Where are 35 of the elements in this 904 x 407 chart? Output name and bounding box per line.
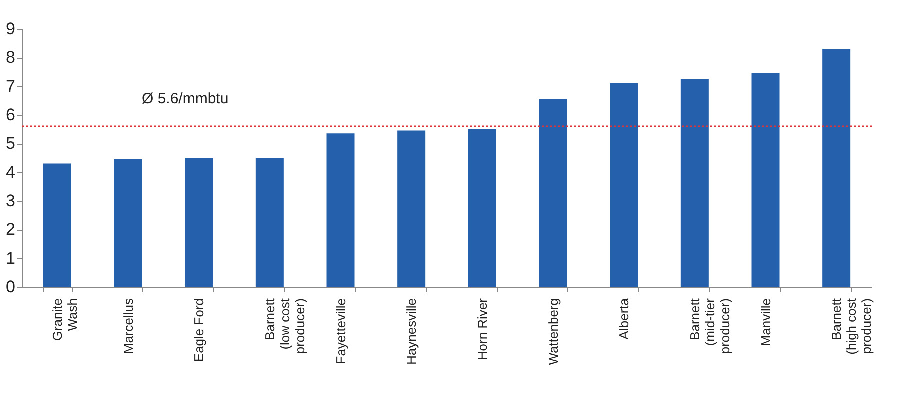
bar (326, 134, 355, 287)
bar (185, 158, 214, 287)
x-tick-label: Wattenberg (546, 298, 561, 366)
y-tick-label: 1 (6, 248, 16, 268)
bar (822, 49, 851, 287)
x-tick-label: Manville (758, 298, 774, 346)
y-tick-label: 6 (6, 106, 16, 124)
x-tick-label: Eagle Ford (192, 298, 207, 362)
x-tick-label: Fayetteville (333, 298, 348, 364)
y-tick-label: 7 (6, 76, 16, 96)
x-tick-label: Horn River (474, 298, 490, 361)
x-tick-label: Barnett (low cost producer) (262, 298, 308, 354)
bar (752, 73, 780, 287)
y-tick-label: 0 (6, 278, 16, 296)
y-tick-label: 3 (6, 192, 16, 210)
bar (610, 83, 638, 287)
x-tick-label: Haynesville (404, 298, 420, 365)
x-tick-label: Granite Wash (50, 298, 80, 342)
x-tick-label: Barnett (mid-tier producer) (687, 298, 732, 354)
bar (539, 99, 568, 287)
bar (680, 79, 709, 287)
y-tick-label: 2 (6, 220, 16, 240)
x-tick-label: Marcellus (120, 298, 136, 354)
bar (398, 130, 426, 287)
bar (256, 158, 284, 287)
y-tick-label: 9 (6, 20, 16, 38)
y-tick-label: 4 (6, 162, 16, 182)
bar (468, 129, 496, 287)
y-tick-label: 8 (6, 48, 16, 68)
x-tick-label: Alberta (616, 298, 632, 340)
x-tick-label: Barnett (high cost producer) (829, 298, 874, 355)
bar (43, 164, 72, 287)
y-tick-label: 5 (6, 134, 16, 154)
bar (114, 159, 142, 287)
ref-line-label: Ø 5.6/mmbtu (142, 90, 229, 108)
